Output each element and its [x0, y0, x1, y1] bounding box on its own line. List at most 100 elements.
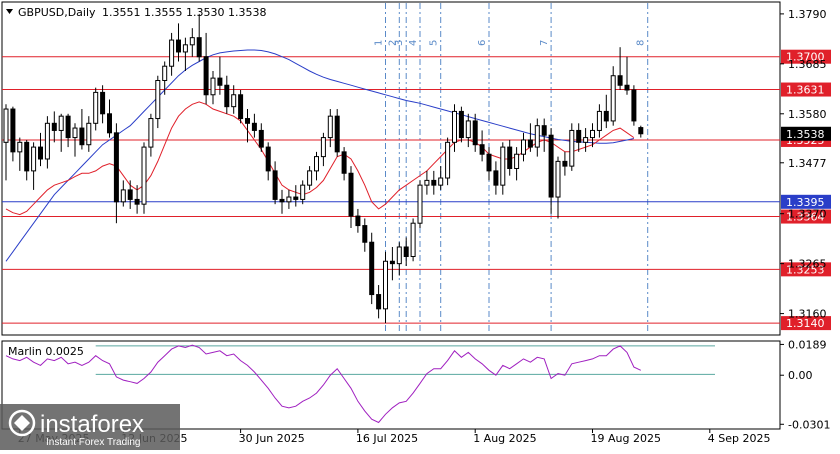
candles: [3, 13, 644, 324]
level-price-tag: [781, 194, 831, 209]
candle: [500, 142, 506, 195]
candle-body: [210, 77, 216, 96]
candle: [458, 106, 464, 143]
candle: [134, 185, 140, 214]
candle: [320, 132, 326, 167]
candle: [58, 113, 64, 152]
candle-body: [590, 129, 595, 139]
candle: [576, 123, 582, 152]
indicator-tick-label: 0.0189: [788, 338, 827, 351]
candle: [31, 142, 37, 190]
candle-body: [383, 260, 388, 310]
collapse-triangle-icon[interactable]: [6, 9, 13, 14]
candle: [396, 242, 402, 276]
candle-body: [458, 110, 464, 139]
candle: [472, 113, 478, 152]
candle-body: [576, 129, 582, 143]
moving-average-slow-line: [5, 49, 635, 262]
cycle-line-label: 1: [374, 40, 385, 46]
candle: [286, 189, 292, 209]
candle: [486, 147, 492, 181]
candle-body: [472, 120, 478, 146]
marlin-line: [5, 344, 642, 424]
chart-header: GBPUSD,Daily 1.3551 1.3555 1.3530 1.3538: [6, 6, 266, 19]
instaforex-watermark: instaforex Instant Forex Trading: [0, 404, 180, 450]
candle-body: [610, 75, 616, 122]
candle: [245, 109, 250, 143]
candle: [596, 104, 602, 138]
candle: [217, 56, 223, 95]
candle-body: [596, 110, 602, 131]
candle-body: [127, 189, 133, 200]
candle-body: [417, 184, 423, 224]
candle: [169, 32, 175, 76]
candle: [17, 137, 23, 171]
candle-body: [10, 108, 16, 153]
candle: [617, 47, 623, 91]
candle-body: [265, 146, 271, 172]
candle-body: [258, 129, 264, 148]
candle: [569, 123, 575, 171]
candle: [431, 170, 437, 195]
candle-body: [134, 198, 140, 205]
candle-body: [162, 65, 168, 81]
cycle-line-label: 7: [539, 40, 550, 46]
candle: [93, 87, 99, 131]
price-tick-label: 1.3477: [788, 157, 827, 170]
candle: [38, 132, 43, 167]
watermark-background: [0, 404, 180, 450]
time-tick-label: 16 Jul 2025: [356, 432, 418, 445]
candle: [127, 180, 133, 209]
candle-body: [217, 77, 223, 86]
cycle-line-label: 2: [387, 40, 398, 46]
candle-body: [272, 170, 278, 200]
candle: [514, 147, 520, 181]
indicator-panel: 0.0189 0.00 -0.0301 Marlin 0.0025: [1, 338, 830, 431]
moving-average-fast-line: [5, 101, 635, 216]
candle: [148, 113, 154, 157]
cycle-line-label: 5: [429, 40, 440, 46]
candle-body: [493, 170, 499, 186]
candle-body: [389, 260, 395, 265]
level-price-tag: [781, 316, 831, 331]
candle-body: [603, 110, 609, 122]
candle-body: [583, 137, 589, 143]
candle-body: [555, 160, 561, 198]
level-price-label: 1.3140: [786, 317, 825, 330]
candle: [162, 61, 168, 95]
candle-body: [424, 179, 430, 186]
candle: [258, 123, 264, 152]
candle-body: [17, 141, 23, 153]
candle: [452, 104, 457, 152]
candle: [555, 156, 561, 219]
price-tick-label: 1.3160: [788, 308, 827, 321]
candle-body: [541, 125, 547, 136]
candle-body: [113, 132, 119, 203]
time-tick-label: 4 Sep 2025: [708, 432, 771, 445]
level-price-tag: [781, 209, 831, 224]
candle-body: [148, 118, 154, 148]
candle: [44, 116, 50, 169]
candle: [638, 125, 644, 138]
candle: [631, 85, 637, 126]
candle: [327, 109, 333, 148]
current-price-tag: [781, 126, 831, 141]
candle-body: [141, 146, 147, 205]
price-tick-label: 1.3265: [788, 258, 827, 271]
candle: [224, 75, 230, 114]
candle-body: [176, 39, 181, 53]
candle: [210, 70, 216, 105]
indicator-panel-frame: [1, 340, 781, 430]
price-axis: 1.37001.36311.35251.33951.33641.32531.31…: [780, 8, 831, 331]
candle: [10, 106, 16, 162]
candle: [72, 123, 78, 157]
candle: [410, 218, 416, 262]
time-tick-label: 30 Jun 2025: [239, 432, 305, 445]
candle-body: [31, 146, 37, 172]
candle-body: [24, 141, 30, 172]
candle: [541, 118, 547, 152]
candle: [24, 139, 30, 181]
